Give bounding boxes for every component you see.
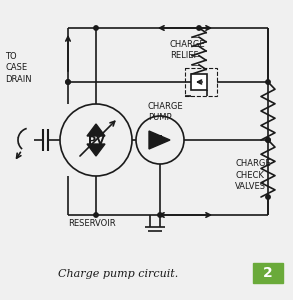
Polygon shape xyxy=(87,144,105,156)
Circle shape xyxy=(197,26,201,30)
Circle shape xyxy=(66,80,70,84)
Text: PF: PF xyxy=(149,135,163,145)
Circle shape xyxy=(266,80,270,84)
Circle shape xyxy=(60,104,132,176)
Circle shape xyxy=(66,80,70,84)
Bar xyxy=(253,263,283,283)
Text: PV: PV xyxy=(88,136,104,146)
Bar xyxy=(185,68,217,96)
Circle shape xyxy=(158,213,162,217)
Circle shape xyxy=(266,195,270,199)
Circle shape xyxy=(94,26,98,30)
Circle shape xyxy=(266,138,270,142)
Circle shape xyxy=(136,116,184,164)
Polygon shape xyxy=(149,131,170,149)
Text: CHARGE
CHECK
VALVES: CHARGE CHECK VALVES xyxy=(235,159,271,191)
Text: RESERVOIR: RESERVOIR xyxy=(68,218,116,227)
Polygon shape xyxy=(87,124,105,136)
Text: CHARGE
RELIEF: CHARGE RELIEF xyxy=(170,40,206,60)
Text: Charge pump circuit.: Charge pump circuit. xyxy=(58,269,178,279)
Text: 2: 2 xyxy=(263,266,273,280)
Circle shape xyxy=(266,138,270,142)
Text: CHARGE
PUMP: CHARGE PUMP xyxy=(148,102,184,122)
Circle shape xyxy=(94,213,98,217)
Text: TO
CASE
DRAIN: TO CASE DRAIN xyxy=(5,52,32,84)
Bar xyxy=(191,74,207,90)
